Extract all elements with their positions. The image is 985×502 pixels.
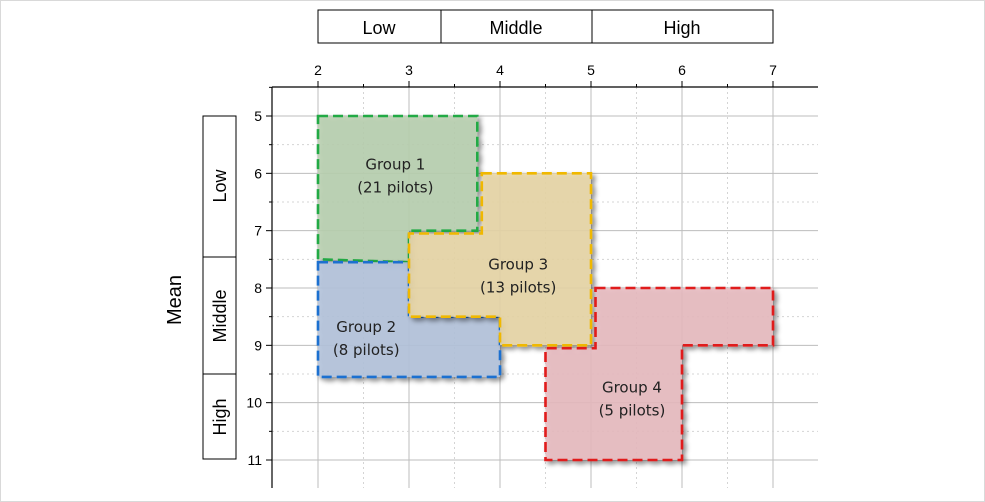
group-count-label: (5 pilots): [599, 401, 666, 419]
group-region-3: [407, 172, 593, 347]
group-count-label: (21 pilots): [357, 178, 433, 196]
group-name-label: Group 2: [336, 318, 396, 336]
top-category-middle: Middle: [489, 18, 542, 38]
left-category-high: High: [210, 398, 230, 435]
left-category-low: Low: [210, 168, 230, 202]
group-name-label: Group 1: [365, 155, 425, 173]
left-category-middle: Middle: [210, 289, 230, 342]
group-count-label: (13 pilots): [480, 279, 556, 297]
left-category-header: Low Middle High: [202, 115, 237, 460]
axes: 2 3 4 5 6 7 5 6 7 8 9 10 11: [246, 62, 818, 488]
group-labels: Group 1 (21 pilots) Group 2 (8 pilots) Group…: [333, 155, 665, 419]
group-count-label: (8 pilots): [333, 341, 400, 359]
top-category-header: Low Middle High: [317, 9, 774, 44]
group-name-label: Group 4: [602, 378, 662, 396]
top-category-box: [317, 9, 774, 44]
y-tick-label: 6: [254, 165, 262, 181]
y-tick-label: 11: [247, 452, 262, 468]
x-tick-label: 2: [314, 62, 322, 78]
y-tick-label: 8: [254, 280, 262, 296]
x-tick-label: 7: [769, 62, 777, 78]
x-tick-label: 4: [496, 62, 504, 78]
y-axis-title: Mean: [164, 275, 186, 325]
group-region-4: [544, 286, 775, 462]
y-tick-label: 7: [254, 223, 262, 239]
group-region-1: [316, 114, 479, 264]
top-category-high: High: [663, 18, 700, 38]
x-tick-label: 3: [405, 62, 413, 78]
left-category-box: [202, 115, 237, 460]
y-tick-label: 5: [254, 108, 262, 124]
y-tick-label: 10: [246, 395, 262, 411]
top-category-low: Low: [362, 18, 396, 38]
group-name-label: Group 3: [488, 256, 548, 274]
x-tick-label: 5: [587, 62, 595, 78]
x-tick-label: 6: [678, 62, 686, 78]
y-tick-label: 9: [254, 337, 262, 353]
group-regions: [316, 114, 775, 462]
